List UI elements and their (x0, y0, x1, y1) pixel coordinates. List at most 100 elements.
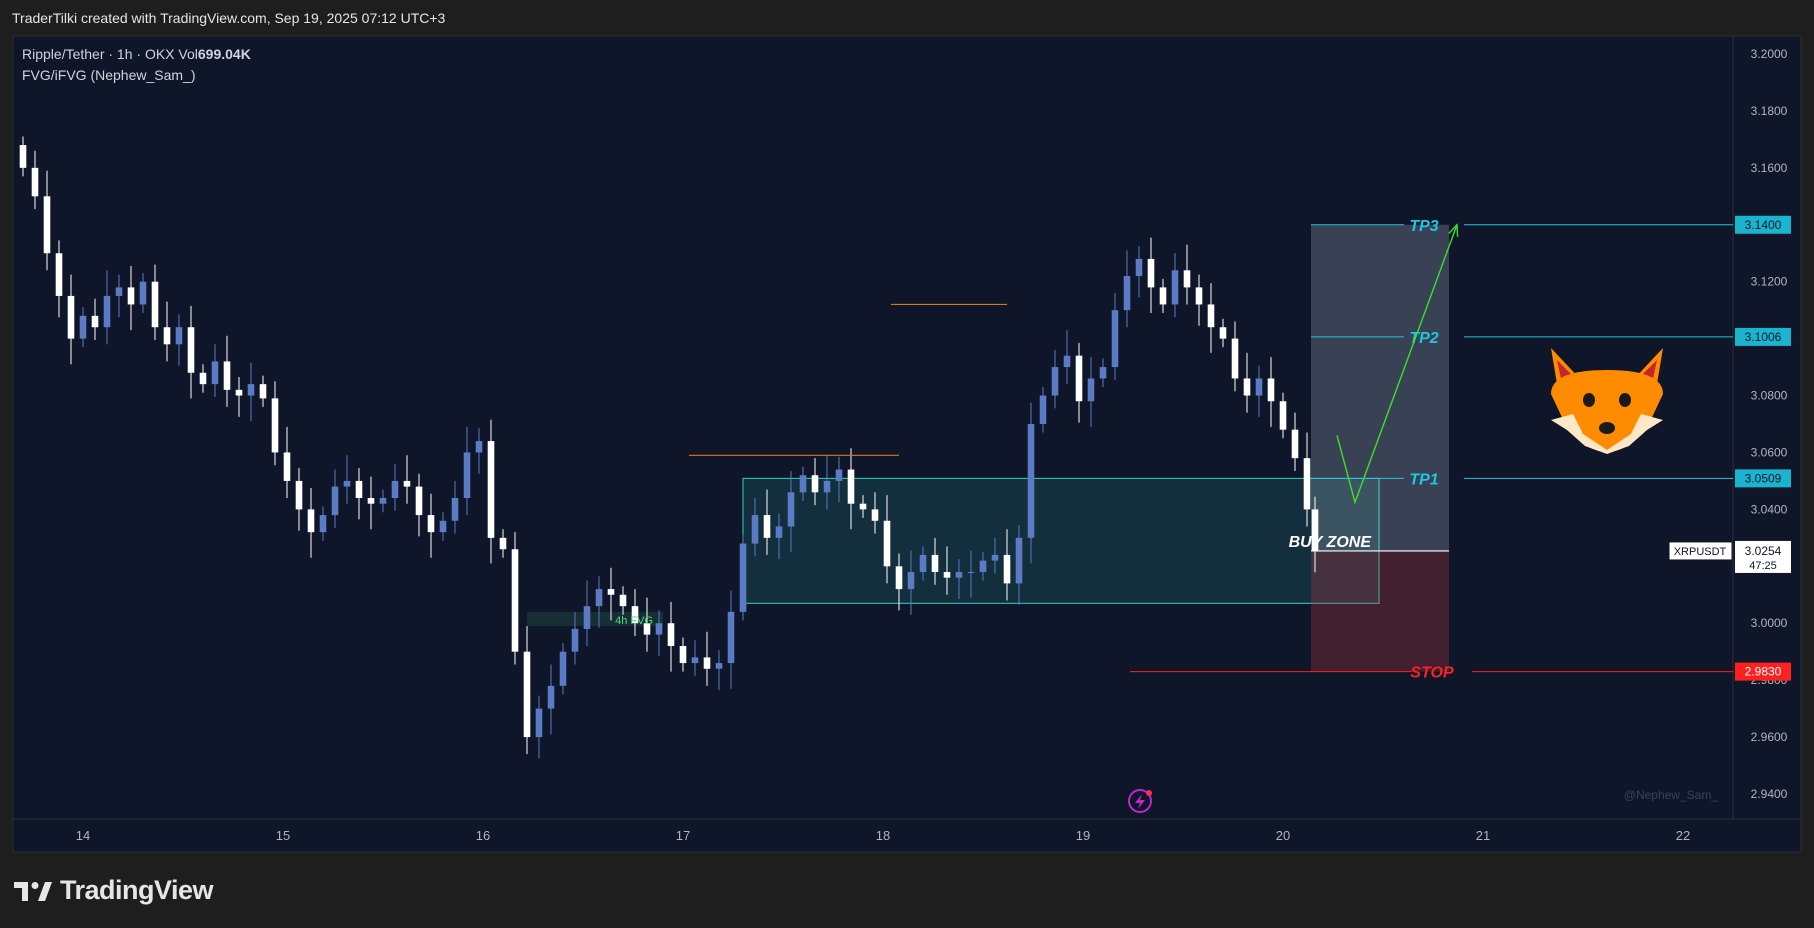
candle-body[interactable] (643, 623, 651, 635)
candle-body[interactable] (583, 606, 591, 629)
candle-body[interactable] (547, 685, 555, 709)
candle-body[interactable] (715, 663, 723, 669)
candle-body[interactable] (487, 441, 495, 538)
candle-body[interactable] (1183, 270, 1191, 288)
candle-body[interactable] (331, 486, 339, 516)
candle-body[interactable] (1219, 327, 1227, 339)
candle-body[interactable] (1027, 424, 1035, 538)
candle-body[interactable] (163, 327, 171, 345)
candle-body[interactable] (703, 657, 711, 669)
candle-body[interactable] (427, 515, 435, 533)
candle-body[interactable] (1003, 554, 1011, 584)
candle-body[interactable] (1195, 287, 1203, 305)
candle-body[interactable] (1135, 258, 1143, 276)
candle-body[interactable] (379, 498, 387, 504)
candle-body[interactable] (451, 498, 459, 521)
candle-body[interactable] (919, 554, 927, 572)
candle-body[interactable] (1015, 537, 1023, 584)
candle-body[interactable] (139, 281, 147, 305)
candle-body[interactable] (607, 589, 615, 595)
candle-body[interactable] (1039, 395, 1047, 424)
candle-body[interactable] (1291, 429, 1299, 459)
candle-body[interactable] (103, 295, 111, 328)
candle-body[interactable] (799, 475, 807, 493)
candle-body[interactable] (751, 515, 759, 544)
candle-body[interactable] (955, 572, 963, 578)
lightning-icon[interactable] (1128, 789, 1152, 813)
candle-body[interactable] (283, 452, 291, 481)
candle-body[interactable] (319, 515, 327, 533)
candle-body[interactable] (991, 554, 999, 561)
candle-body[interactable] (967, 572, 975, 573)
candle-body[interactable] (787, 492, 795, 527)
candle-body[interactable] (127, 287, 135, 305)
candle-body[interactable] (403, 480, 411, 487)
candle-body[interactable] (559, 651, 567, 686)
candle-body[interactable] (763, 515, 771, 538)
candle-body[interactable] (355, 480, 363, 498)
candle-body[interactable] (499, 537, 507, 550)
candle-body[interactable] (1063, 355, 1071, 368)
candle-body[interactable] (1051, 367, 1059, 396)
candle-body[interactable] (667, 623, 675, 646)
candle-body[interactable] (235, 389, 243, 396)
candle-body[interactable] (295, 480, 303, 510)
candle-body[interactable] (247, 384, 255, 396)
candle-body[interactable] (847, 469, 855, 504)
candle-body[interactable] (79, 315, 87, 339)
candle-body[interactable] (1243, 378, 1251, 396)
candle-body[interactable] (1303, 458, 1311, 510)
candle-body[interactable] (1111, 310, 1119, 368)
candle-body[interactable] (691, 657, 699, 664)
candle-body[interactable] (199, 372, 207, 385)
candle-body[interactable] (1147, 258, 1155, 288)
candle-body[interactable] (835, 469, 843, 481)
candle-body[interactable] (115, 287, 123, 296)
candle-body[interactable] (415, 486, 423, 516)
candle-body[interactable] (523, 651, 531, 738)
candle-body[interactable] (535, 708, 543, 738)
candle-body[interactable] (439, 520, 447, 533)
candle-body[interactable] (1087, 378, 1095, 402)
projection-profit-box[interactable] (1311, 224, 1449, 551)
candle-body[interactable] (475, 441, 483, 453)
candle-body[interactable] (727, 611, 735, 664)
time-axis[interactable] (13, 819, 1733, 852)
candle-body[interactable] (1171, 270, 1179, 305)
candle-body[interactable] (31, 167, 39, 197)
candle-body[interactable] (679, 646, 687, 664)
candle-body[interactable] (619, 594, 627, 607)
candle-body[interactable] (391, 480, 399, 498)
candle-body[interactable] (1267, 378, 1275, 402)
candle-body[interactable] (175, 327, 183, 345)
candle-body[interactable] (1123, 276, 1131, 311)
candle-body[interactable] (271, 398, 279, 453)
candle-body[interactable] (739, 543, 747, 612)
candle-body[interactable] (931, 554, 939, 572)
candle-body[interactable] (871, 509, 879, 521)
candle-body[interactable] (19, 145, 27, 168)
candle-body[interactable] (907, 572, 915, 590)
candle-body[interactable] (223, 361, 231, 390)
candle-body[interactable] (595, 589, 603, 607)
candle-body[interactable] (883, 520, 891, 567)
fvg-4h-box[interactable] (527, 611, 663, 627)
projection-arrow[interactable] (1336, 224, 1458, 505)
candle-body[interactable] (775, 526, 783, 538)
candle-body[interactable] (259, 384, 267, 399)
candle-body[interactable] (1231, 338, 1239, 379)
candle-body[interactable] (895, 566, 903, 590)
candle-body[interactable] (979, 560, 987, 572)
candle-body[interactable] (1207, 304, 1215, 328)
candle-body[interactable] (187, 327, 195, 373)
candle-body[interactable] (1311, 509, 1319, 551)
candle-body[interactable] (91, 315, 99, 328)
candle-body[interactable] (655, 623, 663, 635)
candle-body[interactable] (1099, 367, 1107, 379)
candle-body[interactable] (367, 498, 375, 504)
candle-body[interactable] (1255, 378, 1263, 396)
plot-area[interactable] (13, 36, 1733, 819)
candle-body[interactable] (823, 480, 831, 493)
candle-body[interactable] (1279, 401, 1287, 430)
candle-body[interactable] (307, 509, 315, 533)
